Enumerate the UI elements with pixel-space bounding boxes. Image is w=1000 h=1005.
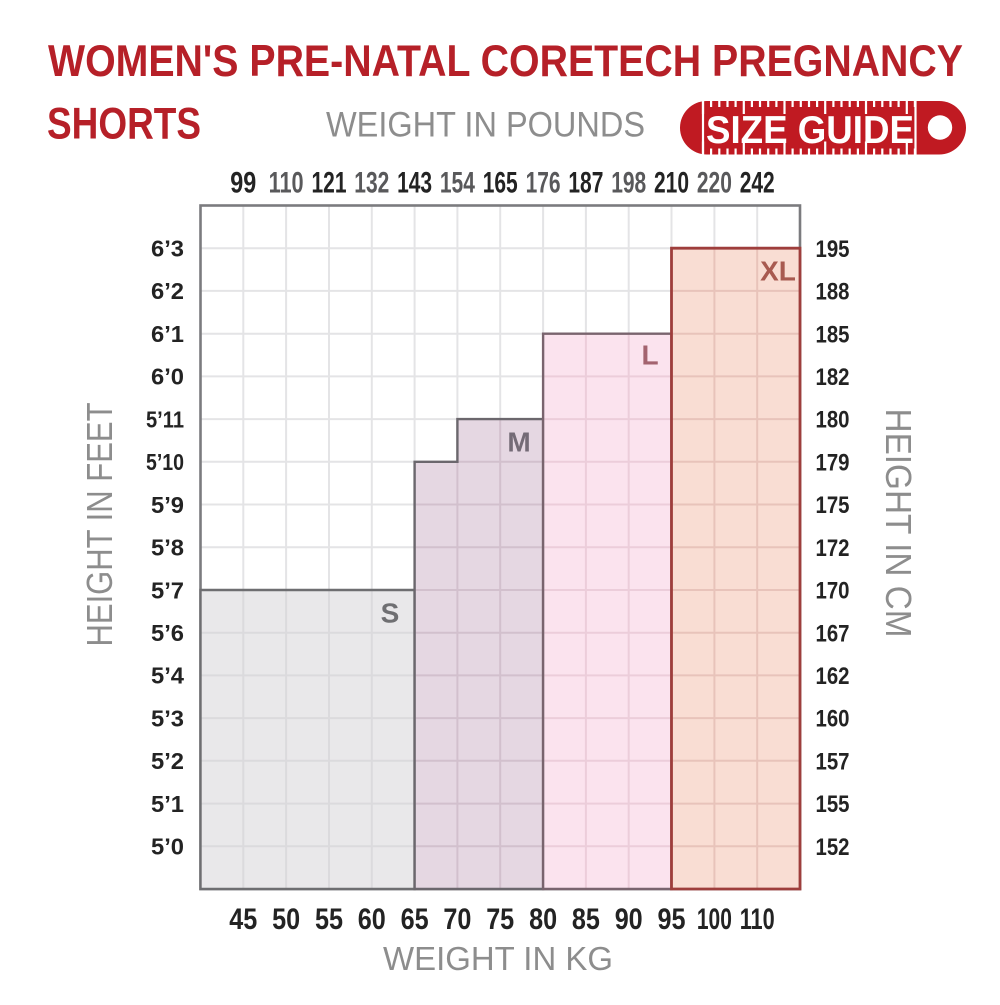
svg-text:185: 185	[816, 321, 850, 348]
svg-text:6’0: 6’0	[151, 364, 184, 390]
svg-text:HEIGHT IN CM: HEIGHT IN CM	[878, 409, 919, 638]
svg-text:172: 172	[816, 535, 850, 562]
svg-text:110: 110	[740, 903, 775, 936]
svg-text:L: L	[641, 340, 658, 371]
svg-text:198: 198	[611, 166, 646, 199]
svg-text:152: 152	[816, 834, 850, 861]
svg-text:242: 242	[740, 166, 775, 199]
svg-text:176: 176	[526, 166, 561, 199]
svg-text:110: 110	[269, 166, 304, 199]
svg-text:6’2: 6’2	[151, 278, 184, 304]
svg-text:70: 70	[443, 903, 471, 936]
svg-text:170: 170	[816, 578, 850, 605]
svg-text:99: 99	[230, 166, 256, 199]
svg-text:5’11: 5’11	[146, 406, 184, 432]
svg-text:195: 195	[816, 236, 850, 263]
svg-text:55: 55	[315, 903, 343, 936]
svg-text:180: 180	[816, 407, 850, 434]
svg-text:165: 165	[483, 166, 518, 199]
svg-text:121: 121	[312, 166, 347, 199]
svg-text:154: 154	[440, 166, 475, 199]
svg-text:95: 95	[658, 903, 686, 936]
svg-text:175: 175	[816, 492, 850, 519]
svg-text:5’10: 5’10	[146, 449, 184, 475]
svg-text:90: 90	[615, 903, 643, 936]
svg-text:WOMEN'S PRE-NATAL CORETECH PRE: WOMEN'S PRE-NATAL CORETECH PREGNANCY	[48, 37, 963, 86]
svg-text:XL: XL	[760, 256, 796, 287]
svg-text:85: 85	[572, 903, 600, 936]
svg-text:210: 210	[654, 166, 689, 199]
svg-text:80: 80	[529, 903, 557, 936]
svg-text:5’4: 5’4	[151, 663, 184, 689]
svg-text:6’1: 6’1	[151, 321, 184, 347]
svg-text:WEIGHT IN KG: WEIGHT IN KG	[383, 940, 613, 977]
svg-text:160: 160	[816, 706, 850, 733]
svg-text:5’1: 5’1	[151, 791, 184, 817]
svg-text:60: 60	[358, 903, 386, 936]
svg-text:157: 157	[816, 748, 850, 775]
svg-text:5’6: 5’6	[151, 620, 184, 646]
svg-text:162: 162	[816, 663, 850, 690]
svg-text:182: 182	[816, 364, 850, 391]
svg-text:65: 65	[401, 903, 429, 936]
svg-text:100: 100	[697, 903, 732, 936]
svg-text:155: 155	[816, 791, 850, 818]
svg-text:167: 167	[816, 620, 850, 647]
svg-text:5’2: 5’2	[151, 748, 184, 774]
svg-text:5’3: 5’3	[151, 705, 184, 731]
svg-text:M: M	[507, 427, 530, 458]
svg-text:SIZE GUIDE: SIZE GUIDE	[706, 109, 914, 152]
svg-text:187: 187	[568, 166, 603, 199]
svg-text:220: 220	[697, 166, 732, 199]
svg-text:SHORTS: SHORTS	[47, 100, 201, 149]
svg-text:5’0: 5’0	[151, 834, 184, 860]
svg-text:188: 188	[816, 279, 850, 306]
svg-text:5’8: 5’8	[151, 535, 184, 561]
svg-text:S: S	[381, 598, 400, 629]
svg-text:179: 179	[816, 449, 850, 476]
svg-text:5’7: 5’7	[151, 577, 184, 603]
svg-text:143: 143	[397, 166, 432, 199]
svg-text:WEIGHT IN POUNDS: WEIGHT IN POUNDS	[326, 106, 645, 145]
svg-text:132: 132	[354, 166, 389, 199]
svg-text:6’3: 6’3	[151, 236, 184, 262]
svg-text:75: 75	[486, 903, 514, 936]
svg-text:5’9: 5’9	[151, 492, 184, 518]
svg-text:45: 45	[229, 903, 257, 936]
svg-text:HEIGHT IN FEET: HEIGHT IN FEET	[79, 402, 120, 646]
svg-text:50: 50	[272, 903, 300, 936]
